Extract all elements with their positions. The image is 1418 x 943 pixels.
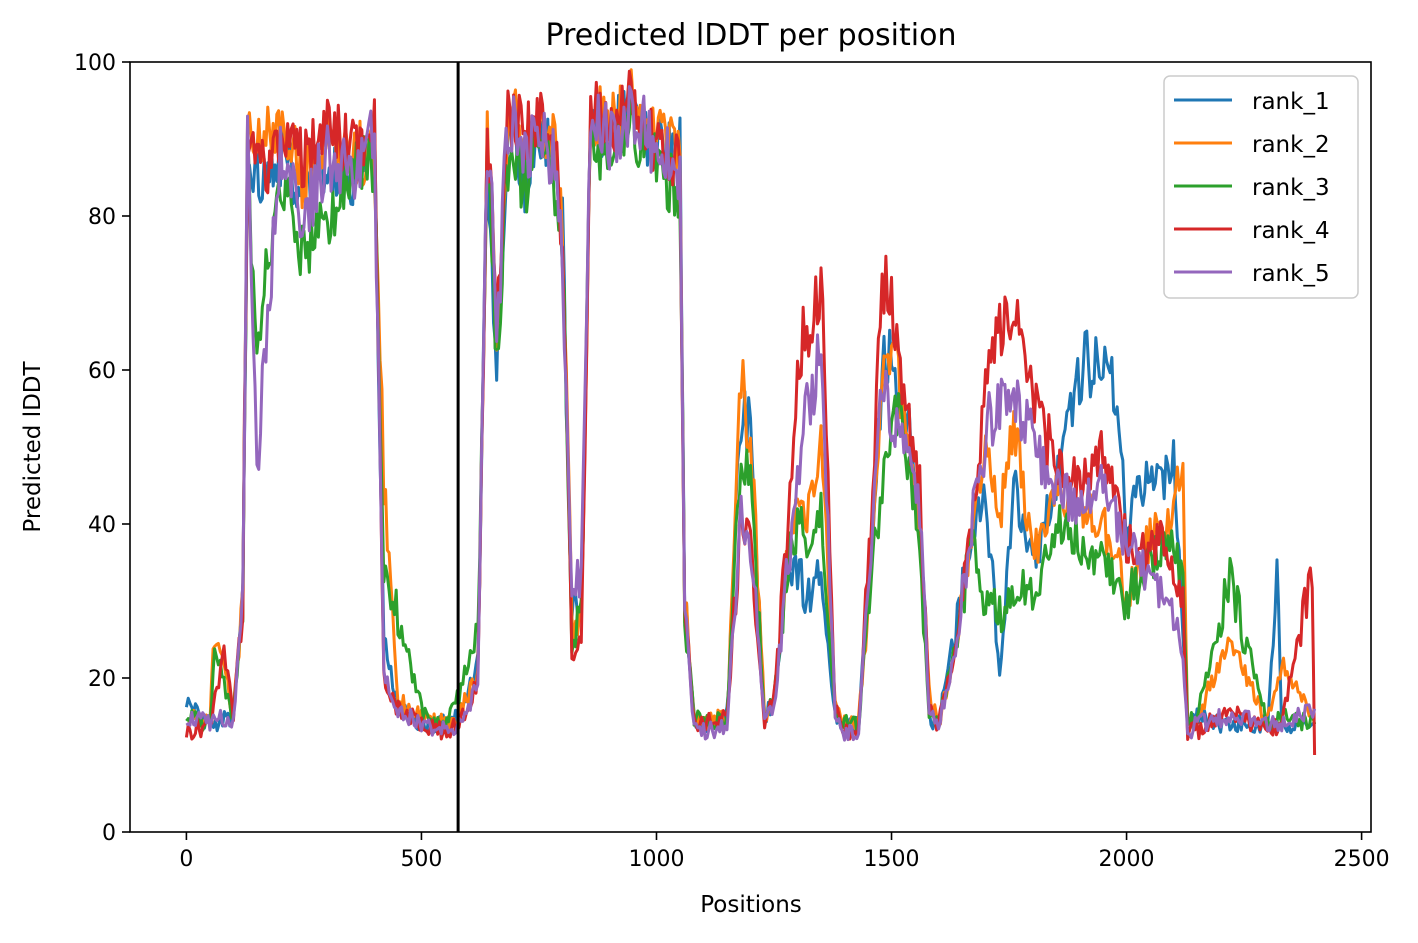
x-tick-label: 500 <box>400 847 442 872</box>
x-tick-label: 0 <box>179 847 193 872</box>
x-axis: 0 500 1000 1500 2000 2500 <box>179 832 1390 872</box>
plot-frame <box>129 61 1372 833</box>
y-tick-label: 80 <box>88 205 116 230</box>
x-axis-label: Positions <box>700 892 802 918</box>
x-tick-label: 2000 <box>1099 847 1155 872</box>
legend-label-rank_5: rank_5 <box>1252 261 1330 287</box>
x-tick-label: 1000 <box>628 847 684 872</box>
legend-frame <box>1163 75 1359 299</box>
legend-label-rank_3: rank_3 <box>1252 175 1330 201</box>
y-tick-label: 60 <box>88 359 116 384</box>
legend-label-rank_2: rank_2 <box>1252 132 1330 158</box>
y-tick-label: 0 <box>102 821 116 846</box>
series-layer <box>184 68 1317 756</box>
legend-label-rank_4: rank_4 <box>1252 218 1330 244</box>
y-tick-label: 20 <box>88 667 116 692</box>
y-axis-label: Predicted lDDT <box>20 360 46 532</box>
x-tick-label: 1500 <box>864 847 920 872</box>
x-tick-label: 2500 <box>1334 847 1390 872</box>
legend: rank_1 rank_2 rank_3 rank_4 rank_5 <box>1163 75 1359 299</box>
y-tick-label: 100 <box>74 51 116 76</box>
legend-items: rank_1 rank_2 rank_3 rank_4 rank_5 <box>1174 89 1330 287</box>
y-axis: 0 20 40 60 80 100 <box>74 51 130 846</box>
series-line-rank_5 <box>185 85 1317 742</box>
legend-label-rank_1: rank_1 <box>1252 89 1330 115</box>
y-tick-label: 40 <box>88 513 116 538</box>
chart-title: Predicted lDDT per position <box>546 18 957 53</box>
